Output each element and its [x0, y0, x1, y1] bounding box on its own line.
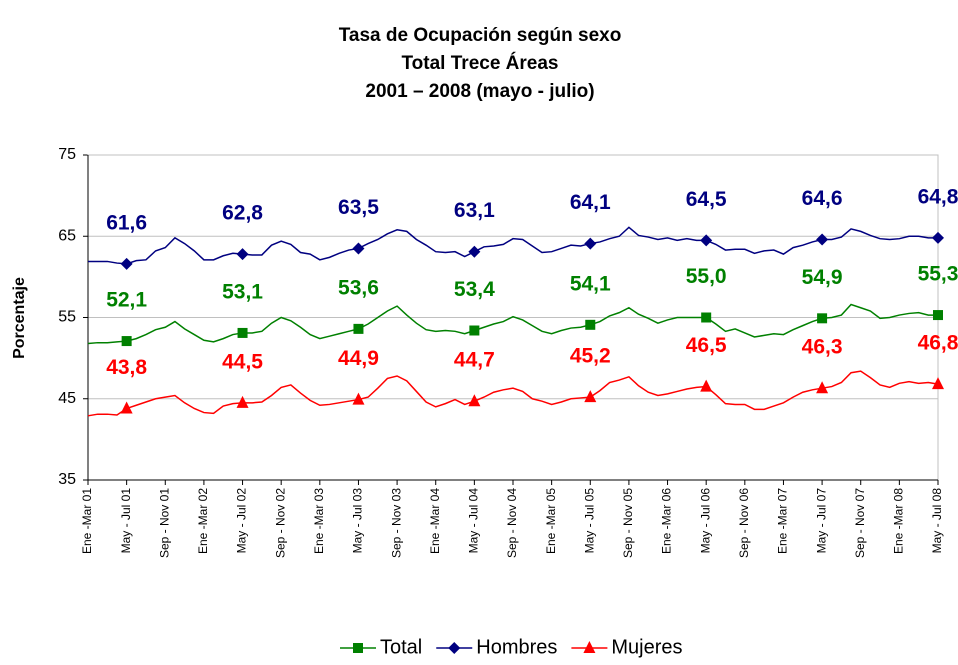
marker: [700, 379, 713, 392]
data-label: 52,1: [106, 289, 147, 312]
data-label: 63,1: [454, 199, 495, 222]
marker: [816, 381, 829, 394]
y-tick-label: 55: [58, 309, 76, 326]
data-label: 45,2: [570, 345, 611, 368]
y-tick-label: 45: [58, 390, 76, 407]
x-tick-label: May - Jul 07: [814, 488, 828, 554]
x-tick-label: May - Jul 02: [235, 488, 249, 554]
marker: [584, 390, 597, 403]
marker: [933, 310, 943, 321]
chart-title: Tasa de Ocupación según sexo: [339, 25, 622, 46]
x-tick-label: Ene -Mar 05: [544, 488, 558, 554]
x-tick-label: Sep - Nov 05: [621, 488, 635, 558]
series-line: [87, 370, 939, 417]
data-label: 64,1: [570, 191, 611, 214]
marker: [120, 401, 133, 414]
data-label: 44,9: [338, 347, 379, 370]
legend-label: Hombres: [476, 636, 557, 658]
data-label: 53,1: [222, 280, 263, 303]
y-tick-label: 75: [58, 146, 76, 163]
data-label: 64,6: [802, 187, 843, 210]
x-tick-label: Sep - Nov 03: [389, 488, 403, 558]
x-tick-label: May - Jul 04: [467, 488, 481, 554]
marker: [352, 242, 365, 255]
y-axis-label: Porcentaje: [11, 277, 28, 359]
y-tick-label: 65: [58, 227, 76, 244]
marker: [932, 377, 944, 390]
marker: [468, 245, 481, 258]
data-label: 55,0: [686, 265, 727, 288]
data-label: 64,5: [686, 188, 727, 211]
marker: [120, 257, 133, 270]
marker: [353, 643, 363, 653]
marker: [816, 233, 829, 246]
x-tick-label: Ene -Mar 07: [776, 488, 790, 554]
series-line: [88, 226, 938, 265]
marker: [121, 336, 132, 347]
data-label: 46,5: [686, 334, 727, 357]
marker: [237, 327, 248, 338]
x-tick-label: Ene -Mar 03: [312, 488, 326, 554]
x-tick-label: Ene -Mar 06: [660, 488, 674, 554]
marker: [583, 641, 596, 653]
data-label: 43,8: [106, 356, 147, 379]
marker: [469, 325, 480, 336]
marker: [700, 234, 713, 247]
x-tick-label: Ene -Mar 08: [892, 488, 906, 554]
legend-label: Total: [380, 636, 422, 658]
data-label: 54,9: [802, 266, 843, 289]
data-label: 53,6: [338, 276, 379, 299]
x-tick-label: Sep - Nov 07: [853, 488, 867, 558]
x-tick-label: Ene -Mar 04: [428, 488, 442, 554]
chart-title: Total Trece Áreas: [401, 52, 558, 74]
marker: [468, 394, 481, 407]
marker: [353, 323, 364, 334]
marker: [701, 312, 712, 323]
data-label: 62,8: [222, 202, 263, 225]
marker: [448, 642, 461, 654]
series-line: [87, 303, 938, 345]
chart-title: 2001 – 2008 (mayo - julio): [365, 81, 594, 102]
marker: [932, 231, 944, 244]
x-tick-label: May - Jul 01: [119, 488, 133, 554]
data-label: 44,7: [454, 349, 495, 372]
x-tick-label: Sep - Nov 06: [737, 488, 751, 558]
x-tick-label: May - Jul 05: [582, 488, 596, 554]
x-tick-label: Sep - Nov 04: [505, 488, 519, 558]
x-tick-label: May - Jul 08: [930, 488, 944, 554]
marker: [585, 319, 596, 330]
y-tick-label: 35: [58, 471, 76, 488]
data-label: 55,3: [918, 263, 958, 286]
x-tick-label: May - Jul 06: [698, 488, 712, 554]
data-label: 46,8: [918, 332, 958, 355]
marker: [352, 392, 365, 405]
x-tick-label: Sep - Nov 02: [273, 488, 287, 558]
data-label: 61,6: [106, 211, 147, 234]
data-label: 64,8: [918, 185, 958, 208]
data-label: 46,3: [802, 336, 843, 359]
x-tick-label: May - Jul 03: [351, 488, 365, 554]
marker: [236, 248, 249, 261]
data-label: 44,5: [222, 350, 263, 373]
x-tick-label: Sep - Nov 01: [157, 488, 171, 558]
x-tick-label: Ene -Mar 01: [80, 488, 94, 554]
title-block: Tasa de Ocupación según sexo Total Trece…: [339, 25, 622, 102]
data-label: 63,5: [338, 196, 379, 219]
data-label: 53,4: [454, 278, 495, 301]
legend-label: Mujeres: [611, 636, 682, 658]
x-tick-label: Ene -Mar 02: [196, 488, 210, 554]
marker: [584, 237, 597, 250]
marker: [236, 395, 249, 408]
marker: [817, 313, 828, 324]
data-label: 54,1: [570, 272, 611, 295]
